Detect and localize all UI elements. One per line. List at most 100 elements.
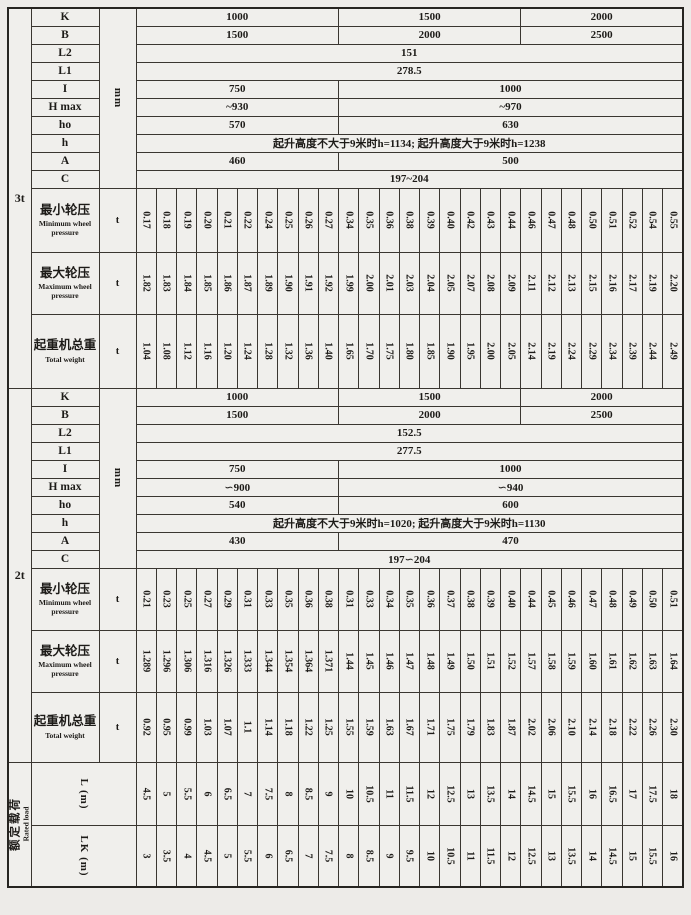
value-text: 1.20 (221, 342, 233, 360)
param-name: L2 (30, 423, 100, 443)
value-cell: 0.25 (277, 187, 299, 253)
span-value-text: 5 (160, 791, 172, 796)
value-cell: 1.63 (641, 629, 664, 693)
value-text: 0.25 (181, 590, 193, 608)
value-text: 2.39 (626, 342, 638, 360)
span-value-cell: 16.5 (601, 761, 623, 826)
value-text: 0.21 (221, 211, 233, 229)
value-cell: 1.80 (398, 313, 421, 389)
param-value: 430 (135, 531, 339, 551)
value-cell: 0.39 (418, 187, 441, 253)
value-text: 1.95 (464, 342, 476, 360)
param-name: A (30, 531, 100, 551)
value-cell: 1.83 (155, 251, 178, 315)
row-label: 最大轮压 Maximum wheel pressure (30, 251, 100, 315)
span-value-text: 9 (322, 791, 334, 796)
value-text: 0.23 (160, 590, 172, 608)
pressure-weight-row: 最小轮压 Minimum wheel pressure t 0.17 0.18 0.19 0… (8, 187, 684, 253)
value-text: 2.29 (586, 342, 598, 360)
value-cell: 1.03 (196, 691, 218, 763)
value-cell: 0.23 (155, 567, 178, 631)
value-cell: 1.24 (236, 313, 259, 389)
span-value-cell: 6 (256, 824, 279, 888)
value-cell: 1.32 (277, 313, 299, 389)
value-cell: 1.326 (216, 629, 238, 693)
span-value-cell: 4 (175, 824, 198, 888)
value-cell: 0.27 (317, 187, 340, 253)
span-value-cell: 11.5 (398, 761, 421, 826)
span-value-text: 14 (505, 788, 517, 799)
span-value-text: 13 (545, 850, 557, 861)
value-cell: 1.22 (297, 691, 319, 763)
param-value: 540 (135, 495, 339, 515)
pressure-weight-row: 起重机总重 Total weight t 1.04 1.08 1.12 1.16 1.20 1.… (8, 313, 684, 389)
unit-mm-cell: mm (98, 7, 137, 189)
value-text: 1.87 (241, 274, 253, 292)
value-cell: 2.39 (621, 313, 643, 389)
value-text: 0.22 (241, 211, 253, 229)
row-label: 起重机总重 Total weight (30, 691, 100, 763)
value-text: 1.59 (565, 652, 577, 670)
value-text: 0.46 (565, 590, 577, 608)
value-cell: 2.13 (560, 251, 583, 315)
value-cell: 0.25 (175, 567, 198, 631)
span-value-cell: 5.5 (175, 761, 198, 826)
value-text: 1.58 (545, 652, 557, 670)
value-text: 0.31 (343, 590, 355, 608)
span-value-cell: 14.5 (520, 761, 542, 826)
value-text: 1.08 (160, 342, 172, 360)
value-cell: 0.52 (621, 187, 643, 253)
value-cell: 2.14 (580, 691, 603, 763)
value-cell: 0.34 (337, 187, 360, 253)
value-cell: 0.31 (337, 567, 360, 631)
value-text: 0.54 (646, 211, 658, 229)
value-cell: 0.18 (155, 187, 178, 253)
value-cell: 1.45 (358, 629, 380, 693)
param-value: 1500 (135, 25, 339, 45)
span-value-cell: 15 (540, 761, 562, 826)
value-text: 0.24 (262, 211, 274, 229)
row-label: 最大轮压 Maximum wheel pressure (30, 629, 100, 693)
span-value-text: 9 (383, 853, 395, 859)
value-cell: 2.29 (580, 313, 603, 389)
value-text: 1.50 (464, 652, 476, 670)
value-text: 1.44 (343, 652, 355, 670)
span-value-text: 15 (626, 850, 638, 861)
value-cell: 0.50 (641, 567, 664, 631)
span-value-text: 10.5 (363, 784, 375, 803)
value-text: 2.22 (626, 718, 638, 736)
value-cell: 1.75 (378, 313, 400, 389)
span-value-cell: 4.5 (135, 761, 157, 826)
param-value: 630 (338, 115, 684, 135)
value-cell: 0.92 (135, 691, 157, 763)
param-value: 151 (135, 43, 684, 63)
span-value-text: 5.5 (181, 787, 193, 800)
span-value-text: 8.5 (363, 849, 375, 863)
value-text: 0.20 (201, 211, 213, 229)
span-value-text: 13.5 (484, 784, 496, 803)
span-value-cell: 7 (297, 824, 319, 888)
span-value-text: 10.5 (444, 847, 456, 865)
param-value: 750 (135, 459, 339, 479)
value-text: 0.40 (444, 211, 456, 229)
value-cell: 1.1 (236, 691, 259, 763)
value-cell: 2.18 (601, 691, 623, 763)
span-value-cell: 16 (580, 761, 603, 826)
value-cell: 0.46 (520, 187, 542, 253)
row-label-en: Total weight (45, 730, 85, 740)
value-cell: 1.95 (459, 313, 481, 389)
value-cell: 1.44 (337, 629, 360, 693)
value-text: 2.00 (363, 274, 375, 292)
value-cell: 2.09 (499, 251, 522, 315)
value-cell: 0.44 (499, 187, 522, 253)
param-name: K (30, 7, 100, 27)
value-cell: 0.26 (297, 187, 319, 253)
value-text: 1.84 (181, 274, 193, 292)
span-value-cell: 16 (662, 824, 684, 888)
value-text: 2.00 (484, 342, 496, 360)
value-text: 0.95 (160, 718, 172, 736)
value-text: 1.45 (363, 652, 375, 670)
value-cell: 1.59 (358, 691, 380, 763)
value-cell: 1.62 (621, 629, 643, 693)
value-cell: 1.85 (196, 251, 218, 315)
